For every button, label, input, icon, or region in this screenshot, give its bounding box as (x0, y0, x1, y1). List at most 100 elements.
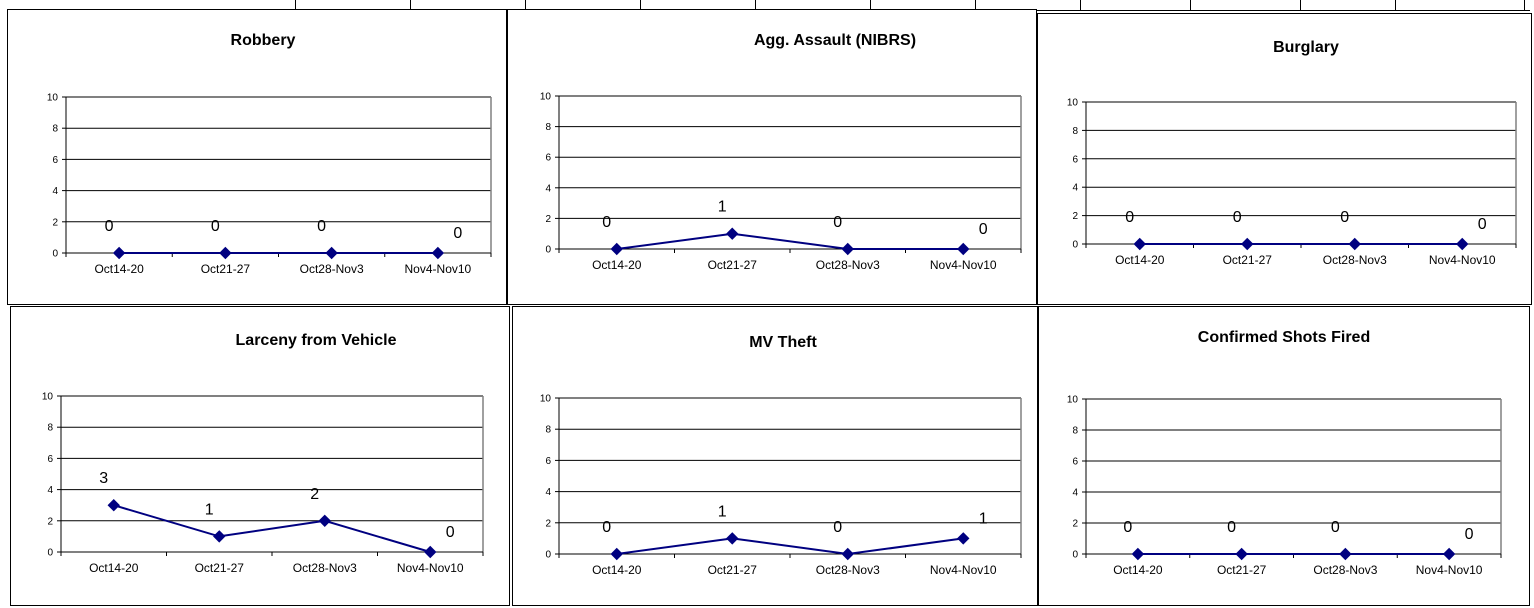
chart-robbery-plot: Robbery 0 2 4 6 8 10 Oct14-20 Oct21-27 Oct28-Nov3… (47, 32, 492, 276)
data-point (1235, 547, 1248, 561)
y-tick-label: 8 (52, 124, 58, 135)
data-label: 0 (1331, 519, 1340, 536)
data-label: 0 (1233, 209, 1242, 226)
data-point (424, 545, 437, 559)
table-divider (975, 0, 976, 10)
table-divider (1524, 0, 1525, 10)
table-divider (525, 0, 526, 10)
data-label: 0 (1465, 526, 1474, 543)
chart-title: Robbery (231, 32, 296, 49)
data-label: 3 (99, 470, 108, 487)
data-label: 0 (833, 519, 842, 536)
data-point (107, 498, 120, 512)
y-tick-label: 6 (1072, 457, 1078, 468)
data-point (957, 532, 970, 545)
y-tick-label: 10 (47, 93, 59, 104)
y-tick-label: 4 (1072, 488, 1078, 499)
data-label: 1 (718, 199, 727, 216)
y-tick-label: 0 (1072, 550, 1078, 561)
x-tick-label: Nov4-Nov10 (930, 563, 997, 577)
chart-larceny-from-vehicle: Larceny from Vehicle 0 2 4 6 8 10 Oct14-20 Oct21… (10, 306, 510, 606)
y-tick-label: 0 (545, 245, 551, 256)
data-label: 0 (602, 519, 611, 536)
data-point (841, 547, 854, 561)
series-line (616, 537, 964, 556)
table-divider (1190, 0, 1191, 10)
y-tick-label: 4 (47, 485, 53, 496)
data-label: 0 (446, 524, 455, 541)
x-tick-label: Oct14-20 (592, 258, 642, 272)
x-tick-label: Oct28-Nov3 (293, 561, 357, 575)
y-tick-label: 8 (545, 122, 551, 133)
series-line (113, 504, 431, 553)
data-point (1133, 237, 1146, 251)
y-tick-label: 8 (47, 423, 53, 434)
data-label: 0 (105, 218, 114, 235)
y-tick-label: 0 (52, 249, 58, 260)
table-divider (870, 0, 871, 10)
data-label: 0 (317, 218, 326, 235)
data-point (957, 242, 970, 256)
y-tick-label: 2 (52, 217, 58, 228)
y-tick-label: 10 (540, 92, 552, 103)
data-label: 0 (453, 225, 462, 242)
y-tick-label: 2 (1072, 211, 1078, 222)
x-tick-label: Oct14-20 (89, 561, 139, 575)
data-point (1456, 237, 1469, 251)
table-divider (640, 0, 641, 10)
chart-robbery: Robbery 0 2 4 6 8 10 Oct14-20 Oct21-27 Oct28-Nov3… (7, 9, 507, 305)
data-point (219, 246, 232, 260)
y-tick-label: 8 (1072, 126, 1078, 137)
y-tick-label: 2 (47, 516, 53, 527)
chart-confirmed-shots-fired: Confirmed Shots Fired 0 2 4 6 8 10 Oct14-20 Oct2… (1038, 306, 1530, 606)
y-tick-label: 10 (1067, 395, 1079, 406)
data-point (112, 246, 126, 260)
y-tick-label: 6 (545, 153, 551, 164)
x-tick-label: Oct14-20 (1115, 253, 1165, 267)
x-tick-label: Oct21-27 (708, 563, 758, 577)
chart-agg-assault: Agg. Assault (NIBRS) 0 2 4 6 8 10 Oct14-20 Oct21… (507, 9, 1037, 305)
y-tick-label: 6 (545, 456, 551, 467)
data-label: 0 (1478, 216, 1487, 233)
y-tick-label: 10 (540, 394, 552, 405)
y-tick-label: 6 (1072, 154, 1078, 165)
x-tick-label: Oct28-Nov3 (300, 262, 364, 276)
x-tick-label: Nov4-Nov10 (930, 258, 997, 272)
data-point (726, 532, 739, 545)
x-tick-label: Oct28-Nov3 (816, 563, 880, 577)
x-tick-label: Nov4-Nov10 (1429, 253, 1496, 267)
x-tick-label: Oct28-Nov3 (1313, 563, 1377, 577)
x-tick-label: Nov4-Nov10 (1416, 563, 1483, 577)
y-tick-label: 10 (1067, 98, 1079, 109)
x-tick-label: Oct21-27 (1223, 253, 1273, 267)
data-point (610, 242, 623, 256)
table-divider (410, 0, 411, 10)
y-tick-label: 0 (1072, 240, 1078, 251)
table-divider (1300, 0, 1301, 10)
x-tick-label: Oct21-27 (708, 258, 758, 272)
chart-title: Confirmed Shots Fired (1198, 329, 1370, 346)
y-tick-label: 10 (42, 392, 54, 403)
x-tick-label: Nov4-Nov10 (405, 262, 472, 276)
y-tick-label: 4 (1072, 183, 1078, 194)
data-label: 2 (310, 486, 319, 503)
chart-mv-theft: MV Theft 0 2 4 6 8 10 Oct14-20 Oct21-27 Oct28-Nov… (512, 306, 1038, 606)
y-tick-label: 0 (47, 548, 53, 559)
data-label: 0 (979, 221, 988, 238)
y-tick-label: 6 (47, 454, 53, 465)
y-tick-label: 2 (545, 214, 551, 225)
x-tick-label: Oct28-Nov3 (816, 258, 880, 272)
data-label: 0 (211, 218, 220, 235)
data-label: 0 (833, 214, 842, 231)
data-point (431, 246, 445, 260)
table-divider (1395, 0, 1396, 10)
x-tick-label: Oct21-27 (195, 561, 245, 575)
x-tick-label: Oct14-20 (94, 262, 144, 276)
chart-title: Burglary (1273, 39, 1339, 56)
data-point (610, 547, 623, 561)
data-label: 1 (718, 503, 727, 520)
chart-title: Agg. Assault (NIBRS) (754, 32, 916, 49)
data-point (1348, 237, 1361, 251)
